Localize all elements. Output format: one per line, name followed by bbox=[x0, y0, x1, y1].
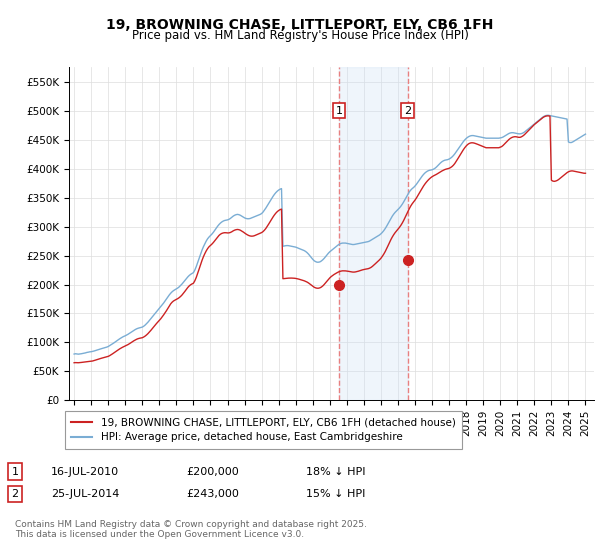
Text: 19, BROWNING CHASE, LITTLEPORT, ELY, CB6 1FH: 19, BROWNING CHASE, LITTLEPORT, ELY, CB6… bbox=[106, 18, 494, 32]
Text: 2: 2 bbox=[404, 106, 411, 116]
Text: 1: 1 bbox=[11, 466, 19, 477]
Text: 15% ↓ HPI: 15% ↓ HPI bbox=[306, 489, 365, 499]
Text: 25-JUL-2014: 25-JUL-2014 bbox=[51, 489, 119, 499]
Legend: 19, BROWNING CHASE, LITTLEPORT, ELY, CB6 1FH (detached house), HPI: Average pric: 19, BROWNING CHASE, LITTLEPORT, ELY, CB6… bbox=[65, 411, 462, 449]
Text: Contains HM Land Registry data © Crown copyright and database right 2025.
This d: Contains HM Land Registry data © Crown c… bbox=[15, 520, 367, 539]
Text: 18% ↓ HPI: 18% ↓ HPI bbox=[306, 466, 365, 477]
Text: 1: 1 bbox=[335, 106, 343, 116]
Text: 16-JUL-2010: 16-JUL-2010 bbox=[51, 466, 119, 477]
Text: Price paid vs. HM Land Registry's House Price Index (HPI): Price paid vs. HM Land Registry's House … bbox=[131, 29, 469, 42]
Text: £243,000: £243,000 bbox=[186, 489, 239, 499]
Bar bbox=[339, 67, 407, 400]
Text: £200,000: £200,000 bbox=[186, 466, 239, 477]
Text: 2: 2 bbox=[11, 489, 19, 499]
